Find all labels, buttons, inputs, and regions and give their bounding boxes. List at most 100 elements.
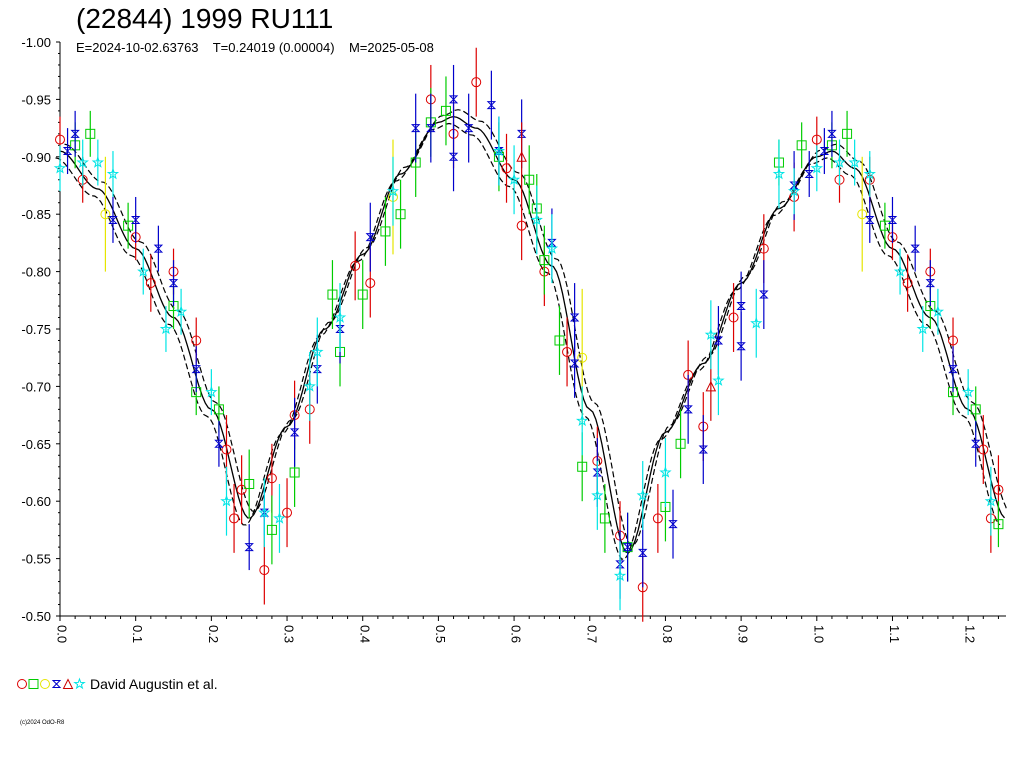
data-point [486, 101, 497, 110]
fit-curves [55, 109, 1007, 560]
data-point [948, 335, 959, 346]
data-point [273, 511, 286, 524]
legend-marker-square [28, 679, 39, 689]
data-point [159, 322, 173, 335]
data-point [100, 209, 111, 220]
data-point [887, 215, 898, 224]
y-tick-label: -0.55 [21, 552, 51, 567]
data-point [191, 365, 201, 374]
data-point [993, 484, 1004, 495]
data-point [575, 414, 589, 427]
data-point [303, 379, 316, 392]
data-point [259, 565, 270, 576]
data-point [463, 124, 474, 133]
x-tick-label: 0.9 [736, 625, 751, 643]
data-point [713, 336, 724, 345]
data-point [712, 374, 725, 386]
data-point [289, 467, 300, 478]
data-point [85, 128, 96, 139]
data-point [213, 404, 224, 415]
data-point [675, 438, 686, 449]
data-point [524, 174, 535, 185]
data-point [335, 325, 345, 333]
data-point [108, 215, 118, 224]
data-point [759, 290, 769, 299]
data-point [591, 489, 604, 501]
chart-title: (22844) 1999 RU111 [76, 3, 334, 34]
data-point [599, 513, 610, 524]
data-point [916, 322, 929, 335]
data-point [948, 365, 958, 374]
y-tick-label: -0.65 [21, 437, 51, 452]
data-point [577, 461, 588, 472]
data-point [311, 345, 324, 358]
data-point [174, 305, 188, 318]
legend-marker-circle [40, 679, 50, 689]
data-point [350, 260, 361, 271]
data-point [380, 226, 391, 237]
data-point [547, 238, 557, 247]
data-point [395, 209, 406, 220]
data-point [365, 278, 376, 289]
data-point [221, 444, 232, 455]
data-point [622, 543, 633, 552]
data-point [386, 184, 400, 197]
data-point [282, 507, 293, 518]
data-point [106, 167, 120, 180]
x-tick-label: 0.5 [433, 625, 448, 643]
series-circle-0 [55, 47, 1004, 622]
data-point [804, 170, 814, 179]
y-tick-label: -0.90 [21, 150, 51, 165]
data-point [448, 95, 459, 104]
data-point [615, 560, 625, 569]
data-point [652, 513, 663, 524]
data-point [62, 147, 73, 156]
data-point [819, 147, 830, 156]
data-point [842, 128, 853, 139]
data-point [787, 184, 801, 197]
data-point [76, 155, 89, 168]
data-point [426, 124, 436, 133]
data-point [55, 134, 65, 145]
legend-label: David Augustin et al. [90, 676, 218, 692]
fit-envelope-lower [55, 122, 1001, 560]
data-point [705, 380, 717, 392]
data-point [902, 278, 913, 289]
data-point [893, 265, 907, 277]
data-point [811, 134, 822, 145]
data-point [736, 302, 746, 311]
series-star-5 [53, 116, 998, 611]
data-point [789, 181, 799, 190]
legend-marker-circle [17, 679, 27, 689]
data-point [613, 569, 627, 582]
x-tick-label: 1.2 [963, 625, 978, 643]
data-point [728, 312, 739, 323]
data-point [507, 173, 521, 186]
y-tick-label: -0.50 [21, 609, 51, 624]
data-point [492, 144, 506, 157]
data-point [539, 255, 550, 266]
data-point [501, 163, 512, 174]
data-point [516, 220, 527, 231]
x-tick-label: 0.6 [509, 625, 524, 643]
copyright-credit: (c)2024 OdO-R8 [20, 720, 65, 726]
y-tick-label: -0.60 [21, 494, 51, 509]
data-point [810, 161, 824, 174]
data-point [220, 494, 233, 507]
data-point [516, 151, 527, 162]
data-point [448, 152, 459, 161]
data-point [879, 220, 890, 231]
x-tick-label: 0.1 [130, 625, 145, 643]
data-point [145, 278, 156, 289]
data-point [683, 405, 693, 414]
data-point [993, 519, 1004, 530]
chart-subtitle: E=2024-10-02.63763 T=0.24019 (0.00004) M… [76, 40, 434, 55]
data-points [53, 47, 1004, 622]
data-point [333, 310, 347, 323]
data-point [704, 328, 717, 341]
data-point [440, 105, 451, 116]
data-point [863, 167, 876, 180]
data-point [137, 265, 150, 277]
data-point [91, 155, 104, 168]
y-tick-label: -0.95 [21, 92, 51, 107]
